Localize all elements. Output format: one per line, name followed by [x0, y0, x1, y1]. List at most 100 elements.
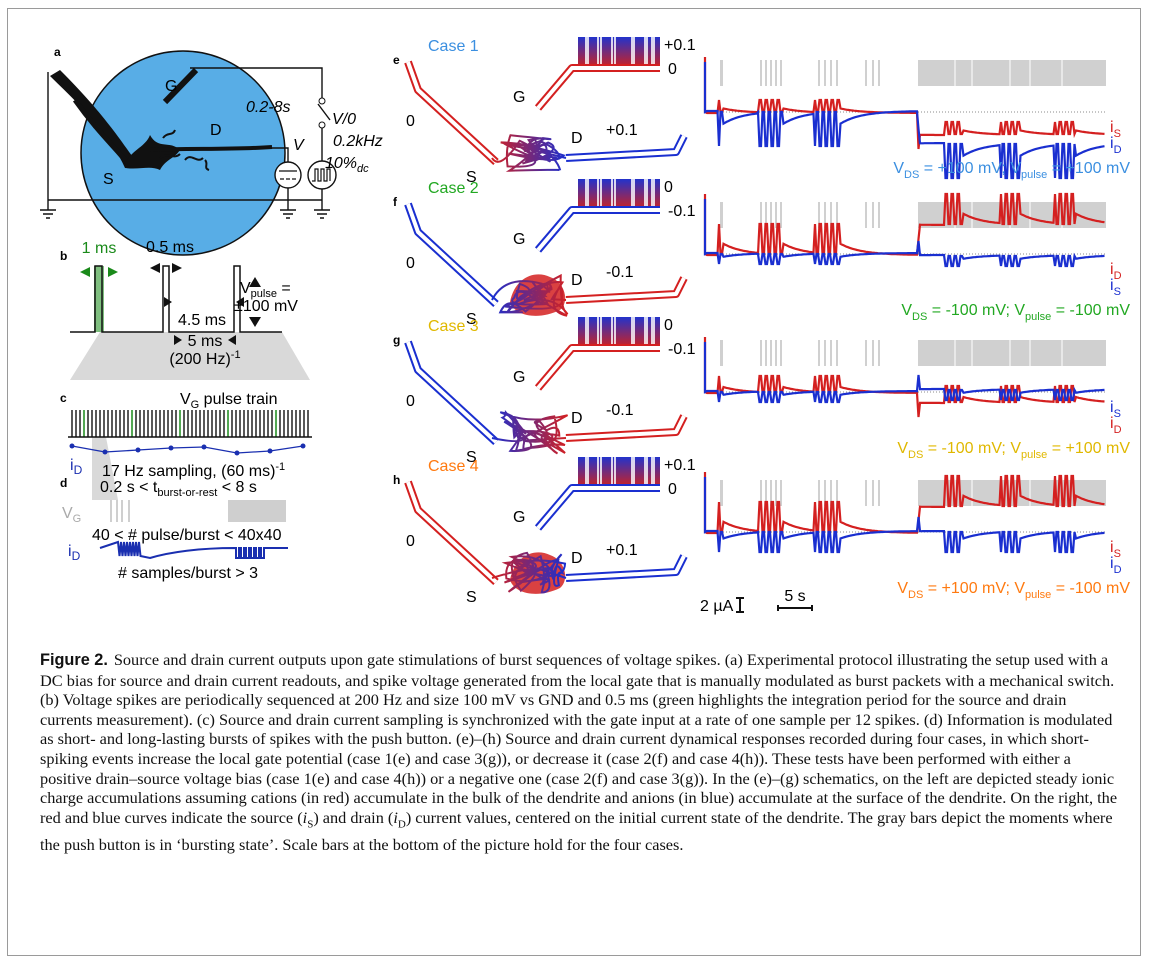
- panel-letter: a: [54, 45, 61, 59]
- case-name: Case 2: [428, 180, 479, 197]
- duty: 10%: [325, 155, 357, 172]
- burst-bar: [878, 202, 880, 228]
- burst-bar: [765, 202, 767, 228]
- burst-bar: [780, 480, 782, 506]
- current-trace: [99, 540, 288, 560]
- source-label: S: [466, 449, 477, 466]
- burst-bar: [770, 60, 772, 86]
- pulse-width-label: 0.5 ms: [146, 239, 194, 256]
- text-part: V: [893, 160, 904, 177]
- gate-high: +0.1: [664, 457, 696, 474]
- burst-bar: [775, 202, 777, 228]
- current: i: [70, 457, 74, 474]
- current-trace: [703, 192, 1105, 257]
- equation: VDS = +100 mV; Vpulse = +100 mV: [893, 160, 1130, 181]
- gate-label: G: [513, 509, 525, 526]
- current-label: iS: [1110, 277, 1121, 298]
- drain-potential: -0.1: [606, 402, 634, 419]
- text-part: V: [897, 580, 908, 597]
- current-trace: [703, 472, 1105, 535]
- burst-bar: [128, 500, 130, 522]
- source-potential: 0: [406, 113, 415, 130]
- drain-label: D: [210, 122, 222, 139]
- amplitude-value: ±100 mV: [234, 298, 298, 315]
- sample: [168, 445, 174, 451]
- sample: [69, 443, 75, 449]
- subscript: S: [1114, 128, 1121, 140]
- current-trace: [703, 57, 1105, 150]
- current-label: iD: [68, 543, 81, 563]
- subscript: D: [1114, 564, 1122, 576]
- equation: VDS = +100 mV; Vpulse = -100 mV: [897, 580, 1130, 601]
- text-part: i: [1110, 261, 1114, 278]
- subscript: DS: [908, 449, 923, 461]
- text-part: = -100 mV: [1051, 580, 1130, 597]
- burst-bar: [865, 202, 867, 228]
- gate-low: -0.1: [668, 341, 696, 358]
- dendrite: [491, 134, 567, 172]
- symbol: i: [393, 807, 398, 827]
- voltage-label: V: [293, 137, 305, 154]
- subscript: S: [1114, 548, 1121, 560]
- sample: [135, 447, 141, 453]
- caption-text: ) current values, centered on the initia…: [40, 807, 1113, 854]
- subscript: pulse: [1021, 169, 1047, 181]
- pulses-label: 40 < # pulse/burst < 40x40: [92, 527, 282, 544]
- drain-label: D: [571, 272, 583, 289]
- scale-bars: 2 µA 5 s: [700, 588, 813, 615]
- burst-bar: [872, 202, 874, 228]
- gate-gaps: [585, 457, 655, 487]
- burst-bar: [872, 340, 874, 366]
- burst-bar: [830, 202, 832, 228]
- burst-bar: [775, 340, 777, 366]
- burst-bar: [872, 60, 874, 86]
- drain-potential: +0.1: [606, 542, 638, 559]
- duration-1: 0.2 s < t: [100, 479, 158, 496]
- wire-core: [565, 277, 686, 302]
- source-label: S: [466, 589, 477, 606]
- caption-text: Source and drain current outputs upon ga…: [40, 650, 1118, 827]
- burst-bar: [780, 202, 782, 228]
- burst-bar: [110, 500, 112, 522]
- panel-letter: c: [60, 391, 67, 405]
- panel-a: a G 0.2-8s D S V V/0 0.2kHz 10%dc: [40, 45, 383, 256]
- burst-bar: [760, 202, 762, 228]
- figure-frame: [7, 8, 1141, 956]
- frequency-label: 0.2kHz: [333, 133, 383, 150]
- burst-bar: [830, 60, 832, 86]
- current-trace: [703, 337, 1105, 418]
- current-label: iD: [1110, 415, 1122, 436]
- burst-bar: [872, 480, 874, 506]
- burst-bar: [116, 500, 118, 522]
- subscript: D: [1114, 144, 1122, 156]
- sample: [234, 450, 240, 456]
- amplitude-eq: =: [277, 280, 291, 297]
- timing-label: 0.2-8s: [246, 99, 290, 116]
- current-label: iD: [70, 457, 83, 477]
- subscript: S: [1114, 408, 1121, 420]
- equation: VDS = -100 mV; Vpulse = -100 mV: [901, 302, 1130, 323]
- drain-label: D: [571, 130, 583, 147]
- subscript: pulse: [1021, 449, 1047, 461]
- subscript: pulse: [1025, 311, 1051, 323]
- wire: [404, 340, 499, 445]
- caption-text: ) and drain (: [313, 807, 394, 827]
- wire-core: [536, 486, 660, 530]
- amplitude: V: [240, 280, 251, 297]
- panel-b: b 1 ms 0.5 ms Vpulse = ±100 mV 4.5 ms 5 …: [60, 239, 310, 380]
- burst-bar: [760, 340, 762, 366]
- text-part: i: [1110, 555, 1114, 572]
- burst-bar: [818, 202, 820, 228]
- equation: VDS = -100 mV; Vpulse = +100 mV: [897, 440, 1130, 461]
- train-sub: G: [191, 399, 200, 411]
- burst-bar: [830, 340, 832, 366]
- panel-letter: b: [60, 249, 67, 263]
- panel-c: c VG pulse train iD 17 Hz sampling, (60 …: [60, 391, 312, 500]
- wire-core: [536, 346, 660, 390]
- gate-low: 0: [668, 61, 677, 78]
- burst-bar: [836, 340, 838, 366]
- burst-bar: [865, 480, 867, 506]
- gate: V: [62, 505, 73, 522]
- burst-bar: [760, 480, 762, 506]
